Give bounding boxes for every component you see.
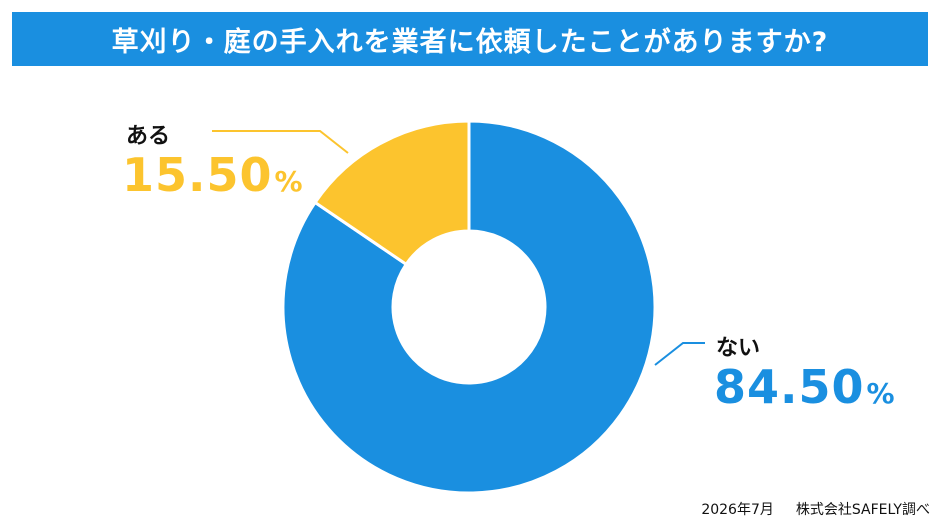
slice-nai: [281, 119, 657, 495]
slice-aru: [313, 119, 471, 267]
label-value-nai: 84.50%: [714, 360, 896, 414]
chart-title: 草刈り・庭の手入れを業者に依頼したことがありますか?: [12, 12, 928, 66]
value-nai-unit: %: [866, 377, 896, 410]
label-category-nai: ない: [716, 336, 761, 361]
label-category-aru: ある: [126, 124, 171, 149]
value-aru-unit: %: [274, 165, 304, 198]
footer-credit: 2026年7月 株式会社SAFELY調べ: [701, 499, 930, 519]
value-nai-number: 84.50: [714, 360, 865, 414]
footer-date: 2026年7月: [701, 502, 774, 518]
leader-line-aru: [212, 130, 349, 154]
leader-line-nai: [654, 342, 705, 366]
footer-source: 株式会社SAFELY調べ: [795, 502, 930, 518]
value-aru-number: 15.50: [122, 148, 273, 202]
label-value-aru: 15.50%: [122, 148, 304, 202]
